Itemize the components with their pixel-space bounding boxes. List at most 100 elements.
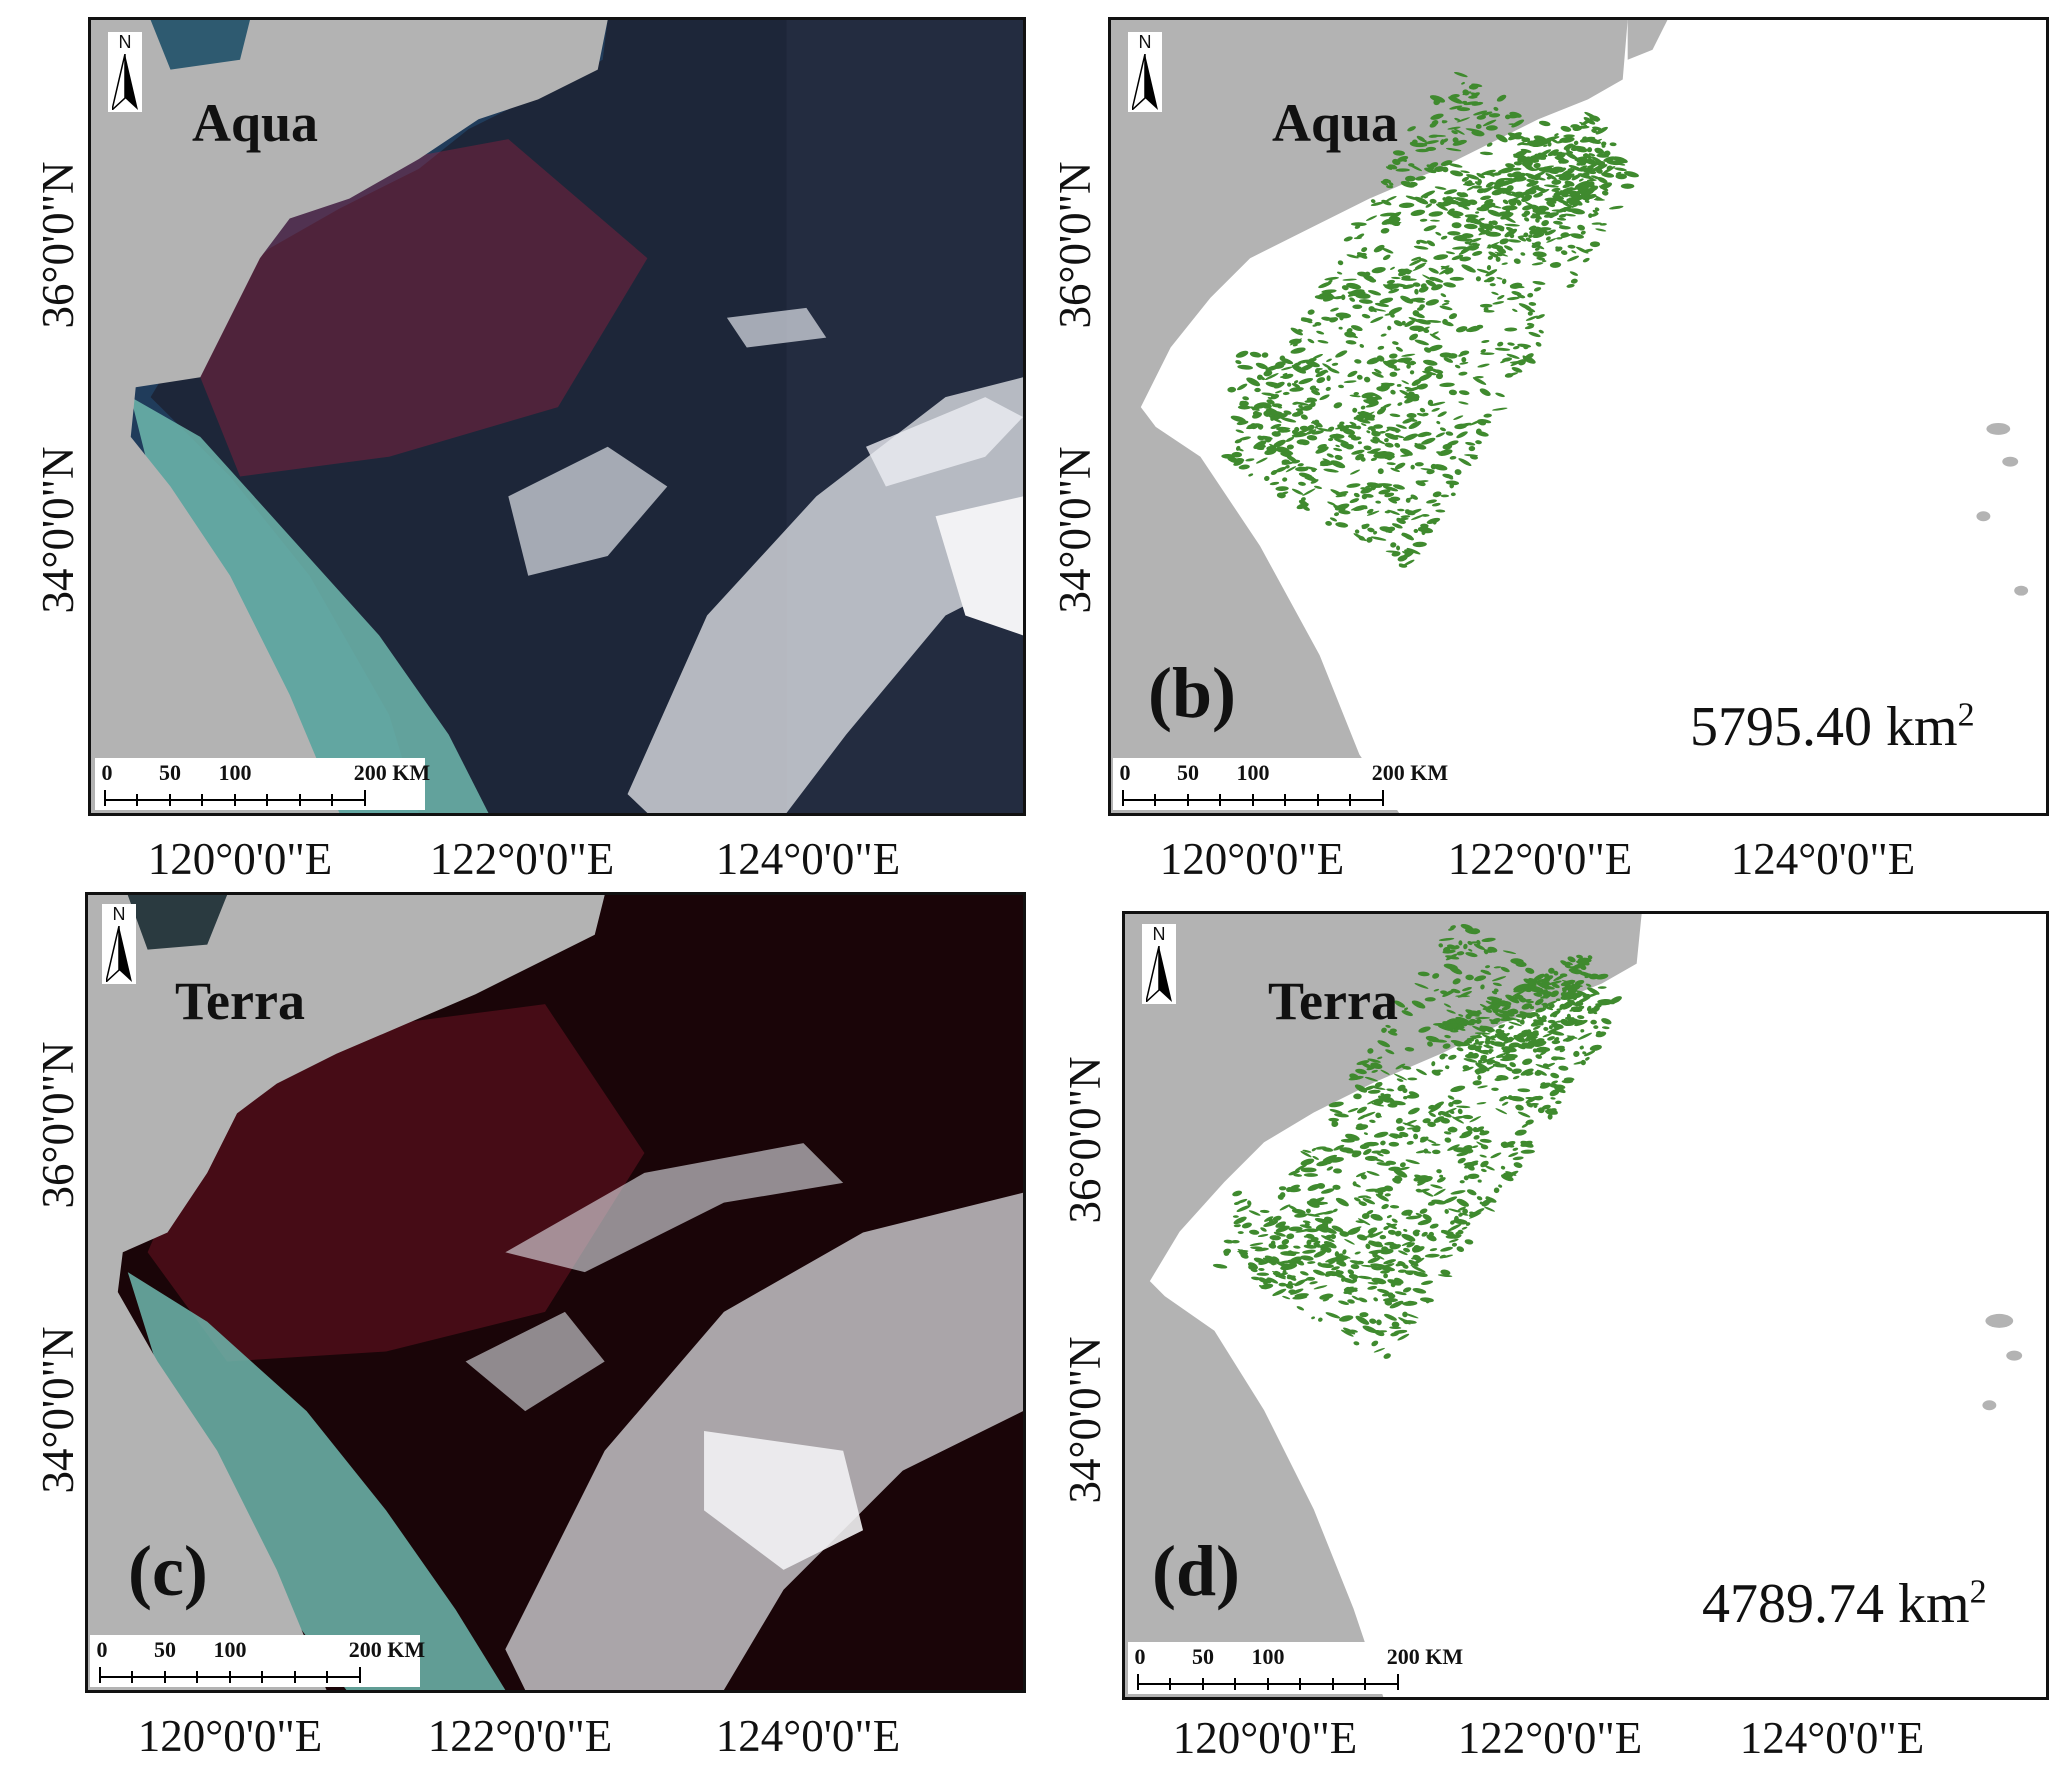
algae-patch [1348, 1274, 1359, 1280]
algae-patch [1382, 485, 1399, 492]
algae-patch [1432, 1101, 1444, 1109]
algae-patch [1415, 176, 1426, 181]
algae-patch [1350, 424, 1360, 429]
algae-patch [1361, 392, 1375, 399]
satellite-image-aqua [91, 20, 1023, 813]
algae-patch [1318, 1263, 1334, 1268]
algae-patch [1297, 359, 1310, 364]
algae-patch [1394, 1000, 1406, 1008]
algae-patch [1367, 527, 1375, 533]
algae-patch [1401, 380, 1409, 385]
algae-patch [1363, 1141, 1378, 1147]
algae-patch [1330, 307, 1339, 312]
algae-patch [1560, 125, 1572, 132]
algae-patch [1549, 1030, 1565, 1036]
algae-patch [1282, 391, 1290, 396]
algae-patch [1278, 1186, 1287, 1191]
algae-patch [1501, 262, 1508, 265]
algae-patch [1599, 223, 1607, 226]
algae-patch [1288, 1170, 1300, 1176]
algae-patch [1401, 532, 1414, 541]
algae-patch [1551, 1080, 1559, 1085]
algae-patch [1532, 1025, 1541, 1030]
algae-patch [1470, 92, 1476, 95]
algae-patch [1495, 1012, 1511, 1019]
algae-patch [1421, 1231, 1428, 1237]
algae-patch [1392, 523, 1403, 529]
algae-patch [1387, 164, 1398, 170]
algae-patch [1609, 205, 1624, 210]
algae-patch [1246, 377, 1261, 387]
algae-patch [1583, 172, 1590, 176]
algae-patch [1237, 383, 1248, 391]
algae-patch [1591, 222, 1602, 225]
algae-patch [1548, 1025, 1553, 1030]
scale-label: 200 KM [348, 1637, 426, 1662]
algae-patch [1452, 137, 1459, 143]
algae-patch [1422, 1191, 1434, 1197]
algae-patch [1402, 284, 1415, 289]
algae-patch [1475, 211, 1480, 214]
algae-patch [1601, 172, 1615, 178]
algae-patch [1411, 256, 1422, 261]
satellite-name: Terra [175, 971, 305, 1031]
algae-patch [1286, 1275, 1295, 1279]
algae-patch [1322, 1154, 1338, 1162]
algae-patch [1385, 428, 1391, 432]
scale-bar: 0 50 100 200 KM [1113, 758, 1448, 810]
algae-patch [1269, 481, 1280, 486]
algae-patch [1405, 195, 1418, 200]
algae-patch [1502, 1032, 1510, 1038]
algae-patch [1487, 244, 1492, 249]
algae-patch [1298, 377, 1314, 385]
algae-patch [1521, 137, 1531, 143]
algae-patch [1562, 202, 1574, 208]
algae-patch [1506, 296, 1520, 301]
algae-patch [1594, 197, 1601, 201]
algae-patch [1376, 1319, 1382, 1326]
algae-patch [1511, 119, 1525, 128]
algae-patch [1395, 429, 1400, 433]
algae-patch [1233, 1201, 1241, 1205]
algae-patch [1378, 1095, 1391, 1103]
algae-patch [1495, 178, 1505, 184]
algae-patch [1404, 1119, 1417, 1126]
algae-patch [1542, 260, 1547, 263]
algae-patch [1298, 481, 1306, 486]
algae-patch [1525, 193, 1531, 199]
algae-patch [1294, 1164, 1308, 1172]
algae-patch [1321, 316, 1332, 321]
algae-patch [1325, 520, 1332, 526]
algae-patch [1384, 1241, 1395, 1246]
algae-patch [1476, 1141, 1488, 1148]
algae-patch [1428, 162, 1439, 169]
algae-patch [1516, 1031, 1529, 1039]
algae-patch [1407, 508, 1422, 515]
algae-patch [1580, 1059, 1586, 1066]
algae-patch [1403, 1312, 1419, 1319]
algae-patch [1385, 195, 1397, 202]
algae-patch [1360, 423, 1367, 426]
algae-patch [1425, 299, 1439, 306]
algae-patch [1367, 1285, 1378, 1290]
algae-patch [1311, 430, 1324, 435]
algae-patch [1476, 1102, 1487, 1105]
algae-patch [1366, 1209, 1374, 1215]
algae-patch [1453, 128, 1465, 135]
algae-patch [1304, 476, 1317, 482]
algae-patch [1330, 1233, 1337, 1240]
algae-patch [1517, 235, 1526, 238]
algae-patch [1535, 176, 1546, 181]
algae-patch [1407, 1077, 1418, 1081]
algae-patch [1483, 307, 1489, 312]
scale-label: 200 KM [1386, 1644, 1464, 1669]
algae-patch [1486, 264, 1492, 271]
algae-patch [1333, 1168, 1342, 1174]
algae-patch [1343, 1286, 1354, 1290]
algae-patch [1468, 948, 1473, 952]
algae-patch [1420, 1136, 1426, 1141]
algae-patch [1397, 1333, 1410, 1341]
algae-patch [1440, 1230, 1454, 1235]
algae-patch [1614, 167, 1627, 172]
algae-patch [1396, 518, 1406, 524]
